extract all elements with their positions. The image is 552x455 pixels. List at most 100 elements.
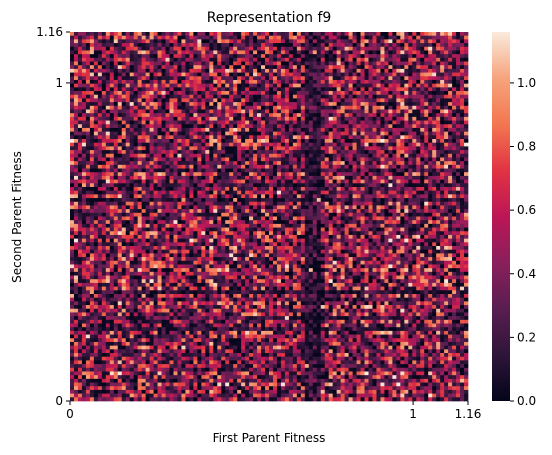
heatmap-cell <box>221 142 226 147</box>
heatmap-cell <box>296 190 302 195</box>
heatmap-cell <box>280 87 286 92</box>
heatmap-cell <box>121 43 127 48</box>
heatmap-cell <box>412 183 417 188</box>
heatmap-cell <box>109 105 115 110</box>
heatmap-cell <box>296 35 302 40</box>
heatmap-cell <box>380 135 385 140</box>
heatmap-cell <box>209 201 214 206</box>
heatmap-cell <box>113 146 119 151</box>
heatmap-cell <box>113 194 119 199</box>
heatmap-cell <box>205 94 210 99</box>
heatmap-cell <box>145 109 150 114</box>
heatmap-cell <box>73 209 79 214</box>
heatmap-cell <box>376 43 381 48</box>
heatmap-cell <box>153 54 158 59</box>
heatmap-cell <box>125 109 131 114</box>
heatmap-cell <box>432 65 437 70</box>
heatmap-cell <box>109 91 115 96</box>
heatmap-cell <box>113 168 119 173</box>
heatmap-cell <box>344 142 349 147</box>
heatmap-cell <box>149 212 154 217</box>
heatmap-cell <box>145 76 150 81</box>
heatmap-cell <box>165 186 170 192</box>
heatmap-cell <box>133 116 139 121</box>
heatmap-cell <box>364 32 369 37</box>
heatmap-cell <box>440 79 445 85</box>
heatmap-cell <box>93 179 99 184</box>
heatmap-cell <box>121 194 127 199</box>
heatmap-cell <box>272 43 278 48</box>
heatmap-cell <box>460 87 465 92</box>
heatmap-cell <box>233 113 238 118</box>
heatmap-cell <box>392 83 397 88</box>
heatmap-cell <box>237 150 242 155</box>
heatmap-cell <box>444 57 449 62</box>
heatmap-cell <box>193 98 198 103</box>
heatmap-cell <box>149 35 154 40</box>
heatmap-cell <box>292 201 298 206</box>
heatmap-cell <box>412 35 417 40</box>
heatmap-cell <box>161 109 166 114</box>
heatmap-cell <box>197 131 202 136</box>
heatmap-cell <box>408 54 413 59</box>
heatmap-cell <box>161 91 166 96</box>
heatmap-cell <box>308 212 314 217</box>
heatmap-cell <box>332 164 338 169</box>
heatmap-cell <box>169 183 174 188</box>
heatmap-cell <box>265 98 270 103</box>
heatmap-cell <box>117 183 123 188</box>
heatmap-cell <box>356 198 361 203</box>
heatmap-cell <box>85 190 91 195</box>
heatmap-cell <box>404 79 409 85</box>
heatmap-cell <box>324 72 330 77</box>
heatmap-cell <box>320 175 326 180</box>
heatmap-cell <box>348 124 353 129</box>
heatmap-cell <box>424 172 429 177</box>
heatmap-cell <box>344 39 349 44</box>
heatmap-cell <box>336 198 341 203</box>
heatmap-cell <box>129 135 135 140</box>
heatmap-cell <box>193 172 198 177</box>
heatmap-cell <box>460 120 465 125</box>
heatmap-cell <box>360 124 365 129</box>
heatmap-cell <box>221 43 226 48</box>
heatmap-cell <box>137 79 142 85</box>
heatmap-cell <box>360 116 365 121</box>
heatmap-cell <box>229 157 234 162</box>
heatmap-cell <box>105 61 111 66</box>
heatmap-cell <box>173 194 178 199</box>
heatmap-cell <box>440 91 445 96</box>
heatmap-cell <box>121 83 127 88</box>
heatmap-cell <box>261 205 266 210</box>
heatmap-cell <box>384 65 389 70</box>
heatmap-cell <box>70 50 75 55</box>
heatmap-cell <box>253 109 258 114</box>
heatmap-cell <box>420 65 425 70</box>
heatmap-cell <box>193 146 198 151</box>
heatmap-cell <box>213 94 218 99</box>
heatmap-cell <box>217 109 222 114</box>
heatmap-cell <box>460 142 465 147</box>
heatmap-cell <box>245 198 250 203</box>
heatmap-cell <box>348 102 353 107</box>
heatmap-cell <box>233 65 238 70</box>
heatmap-cell <box>129 139 135 144</box>
heatmap-cell <box>412 39 417 44</box>
heatmap-cell <box>125 183 131 188</box>
heatmap-cell <box>332 94 338 99</box>
heatmap-cell <box>428 205 433 210</box>
heatmap-cell <box>416 212 421 217</box>
heatmap-cell <box>444 83 449 88</box>
heatmap-cell <box>280 153 286 158</box>
heatmap-cell <box>133 57 139 62</box>
heatmap-cell <box>424 131 429 136</box>
heatmap-cell <box>249 131 254 136</box>
heatmap-cell <box>388 54 393 59</box>
heatmap-cell <box>392 79 397 85</box>
heatmap-cell <box>296 164 302 169</box>
heatmap-cell <box>308 35 314 40</box>
heatmap-cell <box>105 72 111 77</box>
heatmap-cell <box>336 175 341 180</box>
heatmap-cell <box>249 124 254 129</box>
heatmap-cell <box>241 94 246 99</box>
